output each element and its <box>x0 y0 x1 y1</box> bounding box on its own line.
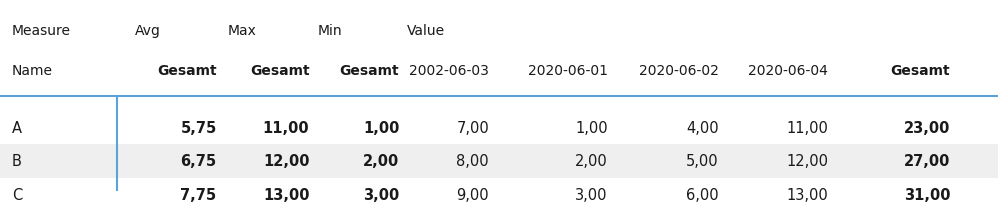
Text: 5,00: 5,00 <box>686 154 719 169</box>
Text: 6,75: 6,75 <box>181 154 217 169</box>
Text: 27,00: 27,00 <box>904 154 950 169</box>
Text: Gesamt: Gesamt <box>890 64 950 78</box>
Text: 11,00: 11,00 <box>262 121 309 136</box>
Text: 2020-06-01: 2020-06-01 <box>528 64 608 78</box>
Text: B: B <box>12 154 22 169</box>
Text: Gesamt: Gesamt <box>157 64 217 78</box>
Text: Name: Name <box>12 64 53 78</box>
Text: 13,00: 13,00 <box>262 188 309 202</box>
Text: 2,00: 2,00 <box>575 154 608 169</box>
Text: Min: Min <box>317 24 342 38</box>
Text: Max: Max <box>228 24 256 38</box>
Text: 2002-06-03: 2002-06-03 <box>409 64 489 78</box>
FancyBboxPatch shape <box>0 110 998 146</box>
Text: 31,00: 31,00 <box>903 188 950 202</box>
Text: 11,00: 11,00 <box>786 121 828 136</box>
Text: 12,00: 12,00 <box>786 154 828 169</box>
Text: 6,00: 6,00 <box>686 188 719 202</box>
Text: 13,00: 13,00 <box>786 188 828 202</box>
Text: 2,00: 2,00 <box>363 154 399 169</box>
FancyBboxPatch shape <box>0 178 998 202</box>
Text: Avg: Avg <box>135 24 161 38</box>
Text: Gesamt: Gesamt <box>250 64 309 78</box>
Text: C: C <box>12 188 22 202</box>
Text: Gesamt: Gesamt <box>339 64 399 78</box>
Text: 1,00: 1,00 <box>575 121 608 136</box>
Text: A: A <box>12 121 22 136</box>
Text: 5,75: 5,75 <box>181 121 217 136</box>
Text: Value: Value <box>407 24 445 38</box>
Text: 4,00: 4,00 <box>686 121 719 136</box>
Text: 23,00: 23,00 <box>904 121 950 136</box>
Text: Measure: Measure <box>12 24 71 38</box>
Text: 7,75: 7,75 <box>181 188 217 202</box>
Text: 1,00: 1,00 <box>363 121 399 136</box>
Text: 9,00: 9,00 <box>456 188 489 202</box>
Text: 3,00: 3,00 <box>363 188 399 202</box>
Text: 3,00: 3,00 <box>575 188 608 202</box>
Text: 2020-06-04: 2020-06-04 <box>748 64 828 78</box>
Text: 2020-06-02: 2020-06-02 <box>639 64 719 78</box>
FancyBboxPatch shape <box>0 144 998 179</box>
Text: 12,00: 12,00 <box>262 154 309 169</box>
Text: 8,00: 8,00 <box>456 154 489 169</box>
Text: 7,00: 7,00 <box>456 121 489 136</box>
